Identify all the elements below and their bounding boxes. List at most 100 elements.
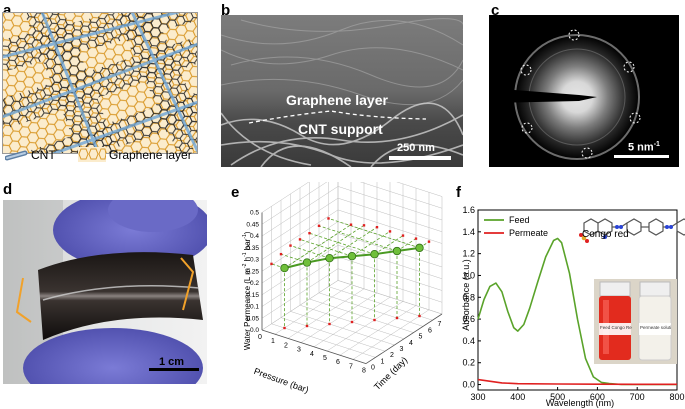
e-projection-marker (395, 316, 399, 320)
e-projection-line (290, 245, 330, 259)
e-grid-line (352, 309, 430, 360)
f-xtick-label: 600 (590, 392, 605, 402)
e-ztick-label: 0.4 (250, 233, 259, 240)
f-ytick-label: 0.6 (462, 314, 475, 324)
e-data-point (347, 251, 357, 261)
e-ytick-label: 6 (428, 327, 432, 334)
e-xtick-label: 4 (310, 351, 314, 358)
e-axis-line (365, 313, 443, 364)
graphene-hex-icon (78, 147, 106, 162)
e-axis-line (261, 329, 367, 364)
e-xtick-label: 7 (349, 363, 353, 370)
f-ytick-label: 0.0 (462, 380, 475, 390)
e-projection-marker (362, 224, 366, 227)
e-ztick-label: 0.05 (246, 315, 259, 322)
e-projection-marker (298, 238, 302, 241)
f-ytick-label: 1.0 (462, 270, 475, 280)
e-projection-line (328, 218, 420, 249)
graphene-cnt-illustration (2, 12, 198, 154)
e-ztick-label: 0.35 (246, 245, 259, 252)
f-xlabel: Wavelength (nm) (545, 398, 615, 408)
e-projection-line (351, 231, 391, 257)
e-ztick-label: 0.2 (250, 280, 259, 287)
f-legend-label: Permeate (509, 228, 548, 238)
e-projection-line (299, 239, 353, 257)
f-xtick-label: 500 (550, 392, 565, 402)
e-xtick-label: 2 (284, 342, 288, 349)
f-xtick-label: 400 (510, 392, 525, 402)
f-series-permeate (477, 378, 677, 386)
e-projection-marker (350, 320, 354, 324)
e-grid-line (287, 288, 365, 339)
panel-a-letter: a (3, 2, 12, 19)
e-projection-marker (375, 226, 379, 229)
photo-scale-label: 1 cm (159, 356, 185, 368)
e-ztick-label: 0.15 (246, 292, 259, 299)
f-ylabel: Absorbance (a.u.) (461, 259, 471, 331)
graphene-layer-label: Graphene layer (286, 92, 388, 108)
e-projection-marker (279, 252, 283, 256)
e-ytick-label: 4 (409, 340, 413, 347)
e-xtick-label: 0 (258, 334, 262, 341)
e-projection-marker (327, 217, 330, 220)
e-grid-line (274, 284, 352, 335)
e-ztick-label: 0.5 (250, 210, 259, 217)
f-xtick-label: 700 (630, 392, 645, 402)
feed-vial-label: Feed Congo Red sol (600, 325, 632, 330)
e-projection-line (280, 253, 308, 263)
e-grid-line (261, 182, 310, 213)
e-projection-marker (373, 318, 376, 322)
chart-grid (261, 182, 443, 364)
e-data-point (415, 243, 424, 253)
f-ytick-label: 1.6 (462, 205, 475, 215)
legend-graphene-label: Graphene layer (109, 148, 192, 162)
e-projection-marker (414, 237, 418, 240)
e-projection-marker (418, 314, 421, 318)
f-xtick-label: 800 (669, 392, 684, 402)
e-projection-line (396, 238, 417, 252)
e-projection-marker (401, 234, 405, 237)
e-projection-marker (289, 244, 292, 247)
e-data-point (302, 258, 312, 267)
f-legend-label: Feed (509, 215, 530, 225)
e-grid-line (300, 292, 378, 343)
sem-scale-label: 250 nm (397, 142, 435, 154)
e-ztick-label: 0.25 (246, 268, 259, 275)
cnt-support-label: CNT support (298, 121, 383, 137)
flexible-membrane-photo (3, 200, 207, 384)
e-ytick-label: 0 (371, 365, 375, 372)
f-ytick-label: 1.2 (462, 249, 475, 259)
e-ytick-label: 7 (438, 321, 442, 328)
e-projection-marker (283, 326, 286, 330)
f-ytick-label: 0.8 (462, 292, 475, 302)
panel-b-letter: b (221, 2, 231, 19)
e-data-point (280, 263, 289, 273)
e-data-point (392, 246, 402, 256)
e-projection-line (318, 225, 398, 252)
e-projection-line (306, 225, 365, 263)
e-projection-marker (270, 262, 273, 266)
e-grid-line (339, 305, 417, 356)
permeate-vial-label: Permeate soluti (640, 325, 672, 330)
e-data-point (370, 249, 379, 259)
legend-cnt-label: CNT (31, 148, 56, 162)
f-xtick-label: 300 (470, 392, 485, 402)
e-projection-marker (388, 230, 392, 233)
e-projection-line (284, 224, 352, 269)
e-xtick-label: 5 (323, 355, 327, 362)
e-ztick-label: 0.0 (250, 327, 259, 334)
saed-pattern (489, 15, 679, 167)
e-ytick-label: 1 (381, 358, 385, 365)
e-grid-line (326, 301, 404, 352)
e-zlabel: Water Permeance (L m-2 h-1 bar-1) (242, 231, 252, 351)
panel-e-letter: e (231, 184, 240, 201)
e-projection-marker (427, 240, 431, 243)
e-xtick-label: 6 (336, 359, 340, 366)
e-grid-line (261, 280, 339, 331)
permeance-3d-chart: 0.0 0.05 0.1 0.15 0.2 0.25 0.3 0.35 0.4 0.45 0.5 0… (246, 182, 443, 375)
sem-image (221, 15, 463, 167)
e-ytick-label: 2 (390, 352, 394, 359)
e-ztick-label: 0.1 (250, 304, 259, 311)
f-ytick-label: 0.2 (462, 358, 475, 368)
chart-marks (270, 217, 431, 330)
